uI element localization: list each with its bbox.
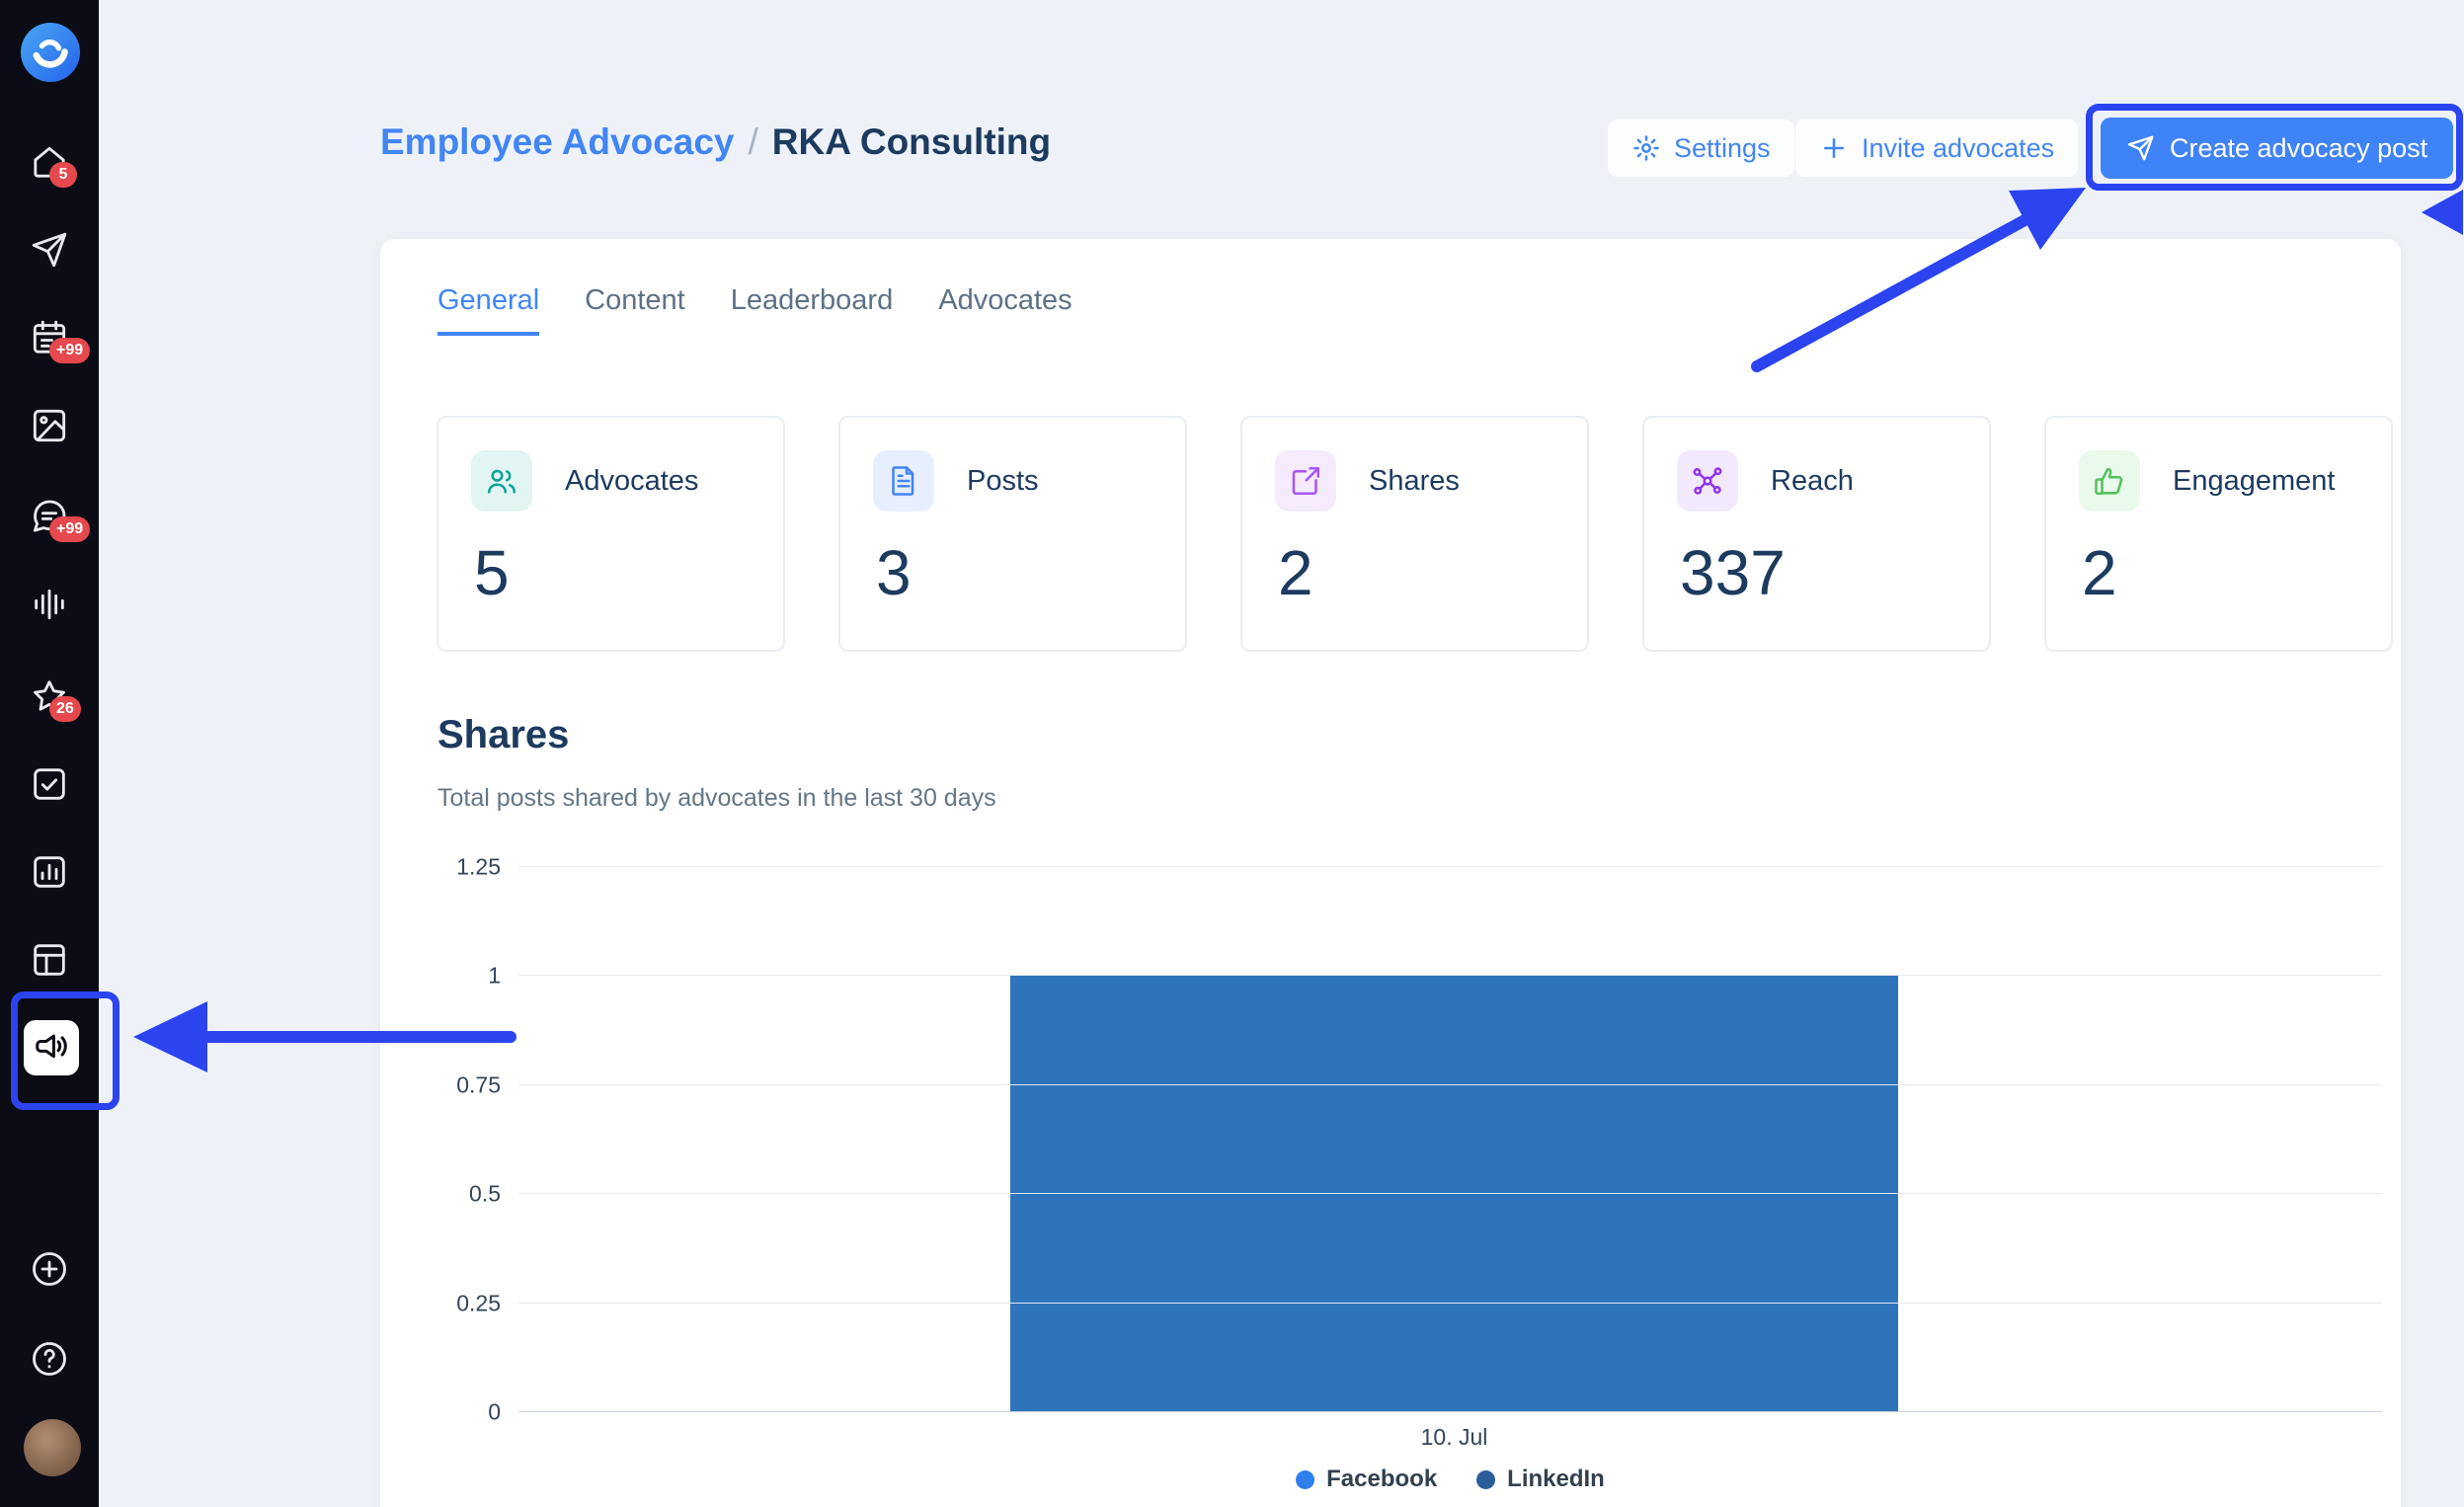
tab-bar: General Content Leaderboard Advocates [437, 284, 1073, 336]
shares-section-subtitle: Total posts shared by advocates in the l… [437, 784, 996, 812]
legend-item-facebook[interactable]: Facebook [1296, 1466, 1437, 1493]
sidebar-item-audio[interactable] [0, 573, 99, 636]
stat-value: 337 [1680, 537, 1786, 608]
y-tick-label: 0.25 [456, 1290, 501, 1316]
settings-button[interactable]: Settings [1608, 119, 1794, 177]
create-label: Create advocacy post [2170, 132, 2428, 163]
audio-icon [35, 589, 64, 620]
layout-icon [34, 944, 65, 976]
stat-card-reach: Reach 337 [1642, 416, 1991, 652]
y-tick-label: 0 [488, 1398, 501, 1425]
stat-label: Posts [967, 464, 1039, 497]
page-title: RKA Consulting [771, 121, 1052, 162]
posts-icon [873, 450, 934, 512]
shares-section-title: Shares [437, 713, 570, 756]
legend-label: LinkedIn [1507, 1466, 1605, 1492]
tab-content[interactable]: Content [585, 284, 685, 316]
stat-label: Advocates [565, 464, 699, 497]
linkedin-dot-icon [1476, 1469, 1496, 1489]
app-logo[interactable] [21, 23, 80, 82]
y-tick-label: 1 [488, 962, 501, 989]
plus-icon [1824, 138, 1844, 158]
sidebar-item-calendar[interactable]: +99 [0, 306, 99, 369]
legend-item-linkedin[interactable]: LinkedIn [1476, 1466, 1605, 1493]
y-tick-label: 1.25 [456, 853, 501, 880]
sidebar-item-publish[interactable] [0, 218, 99, 281]
tab-leaderboard[interactable]: Leaderboard [730, 284, 894, 316]
invite-advocates-button[interactable]: Invite advocates [1795, 119, 2079, 177]
gridline [518, 866, 2382, 867]
analytics-icon [34, 856, 65, 888]
tab-advocates[interactable]: Advocates [938, 284, 1073, 316]
sidebar-item-templates[interactable] [0, 928, 99, 991]
gridline [518, 1411, 2382, 1412]
gridline [518, 1302, 2382, 1304]
cloud-logo-icon [21, 23, 80, 82]
advocates-icon [471, 450, 532, 512]
avatar-image [24, 1419, 81, 1476]
sidebar-item-reviews[interactable]: 26 [0, 665, 99, 728]
notification-badge: +99 [49, 516, 91, 542]
arrowhead-to-advocacy [133, 1001, 207, 1072]
gridline [518, 1193, 2382, 1195]
stat-value: 2 [1278, 537, 1313, 608]
sidebar-item-help[interactable] [0, 1327, 99, 1390]
stat-card-engagement: Engagement 2 [2044, 416, 2393, 652]
notification-badge: 26 [49, 696, 81, 722]
y-tick-label: 0.75 [456, 1071, 501, 1098]
media-icon [33, 409, 66, 442]
notification-badge: +99 [49, 338, 91, 363]
stat-label: Shares [1369, 464, 1460, 497]
chart-plot: 10. Jul Facebook LinkedIn 0 0.25 0.5 0.75 1 1… [456, 854, 2382, 1492]
paper-plane-icon [2127, 135, 2154, 161]
stat-card-posts: Posts 3 [838, 416, 1187, 652]
x-axis-label: 10. Jul [1420, 1424, 1488, 1450]
sidebar-item-media[interactable] [0, 394, 99, 457]
sidebar-item-approvals[interactable] [0, 753, 99, 816]
engagement-icon [2079, 450, 2140, 512]
stat-label: Engagement [2173, 464, 2336, 497]
breadcrumb: Employee Advocacy / RKA Consulting [380, 121, 1051, 163]
stats-row: Advocates 5 Posts 3 Shares 2 [437, 416, 2393, 652]
y-tick-label: 0.5 [469, 1180, 501, 1207]
facebook-dot-icon [1296, 1469, 1315, 1489]
plus-circle-icon [33, 1252, 66, 1286]
sidebar-item-analytics[interactable] [0, 840, 99, 904]
breadcrumb-parent-link[interactable]: Employee Advocacy [380, 121, 735, 162]
tasks-icon [34, 768, 65, 800]
create-advocacy-post-button[interactable]: Create advocacy post [2101, 118, 2454, 179]
breadcrumb-separator: / [748, 121, 758, 162]
tab-general[interactable]: General [437, 284, 540, 336]
send-icon [32, 232, 67, 268]
stat-card-advocates: Advocates 5 [437, 416, 785, 652]
legend-label: Facebook [1326, 1466, 1438, 1492]
settings-label: Settings [1674, 132, 1771, 163]
help-circle-icon [33, 1342, 66, 1376]
chart-bar[interactable] [1010, 976, 1898, 1412]
advocacy-panel: General Content Leaderboard Advocates Ad… [380, 239, 2401, 1507]
user-avatar[interactable] [24, 1419, 81, 1476]
invite-label: Invite advocates [1862, 132, 2055, 163]
sidebar-item-home[interactable]: 5 [0, 130, 99, 194]
annotation-artifact [2422, 190, 2463, 235]
gridline [518, 975, 2382, 977]
reach-icon [1677, 450, 1738, 512]
gear-icon [1633, 135, 1659, 161]
stat-value: 3 [876, 537, 912, 608]
gridline [518, 1083, 2382, 1085]
stat-value: 5 [474, 537, 510, 608]
notification-badge: 5 [49, 162, 77, 188]
sidebar-item-add[interactable] [0, 1237, 99, 1301]
shares-icon [1275, 450, 1336, 512]
sidebar: 5 +99 +99 [0, 0, 99, 1507]
stat-card-shares: Shares 2 [1240, 416, 1589, 652]
stat-label: Reach [1771, 464, 1854, 497]
megaphone-icon [36, 1034, 67, 1059]
chart-legend: Facebook LinkedIn [518, 1466, 2382, 1493]
sidebar-item-advocacy[interactable] [24, 1020, 79, 1075]
sidebar-item-messages[interactable]: +99 [0, 485, 99, 548]
stat-value: 2 [2082, 537, 2117, 608]
